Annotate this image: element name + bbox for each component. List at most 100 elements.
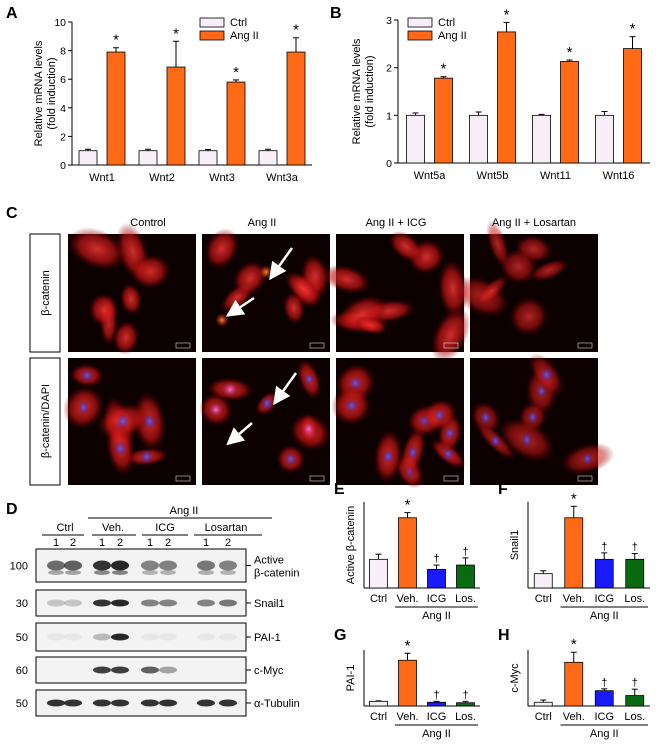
legend-swatch xyxy=(407,30,433,41)
blot-band xyxy=(93,699,111,707)
chart-b: 0 1 2 3 Relative mRNA levels (fold induction)… xyxy=(351,6,650,182)
arrow-icon xyxy=(269,247,294,281)
nucleus-shape xyxy=(539,367,554,382)
y-axis-label: Active β-catenin xyxy=(345,506,357,584)
significance-mark: * xyxy=(630,21,636,38)
blot-mw-label: 60 xyxy=(16,665,28,677)
y-tick-label: 0 xyxy=(60,160,66,172)
bar xyxy=(594,558,614,589)
cell-shape xyxy=(322,264,371,294)
bar xyxy=(469,114,488,164)
y-axis-label: (fold induction) xyxy=(46,57,58,129)
scale-bar xyxy=(443,342,459,349)
scale-bar xyxy=(309,342,325,349)
blot-band xyxy=(111,666,129,674)
blot-band xyxy=(197,633,215,641)
significance-mark: † xyxy=(462,689,468,701)
bar xyxy=(226,81,246,166)
scale-bar xyxy=(175,342,191,349)
nucleus-shape xyxy=(527,410,538,424)
x-tick-label: Wnt3a xyxy=(266,172,299,184)
bar xyxy=(106,51,126,166)
x-tick-label: ICG xyxy=(594,593,614,605)
blot-band xyxy=(93,599,111,607)
micro-row-box-1 xyxy=(29,233,61,353)
x-tick-label: Ctrl xyxy=(535,711,552,723)
micro-col-control: Control xyxy=(130,217,165,229)
blot-band xyxy=(141,666,159,674)
cell-shape xyxy=(119,283,143,315)
panel-label-h: H xyxy=(498,627,510,644)
cell-shape xyxy=(130,254,171,289)
significance-mark: * xyxy=(571,490,577,507)
blot-band xyxy=(93,633,111,641)
micrograph-r1-c4 xyxy=(455,219,598,352)
significance-mark: † xyxy=(462,546,468,558)
nucleus-shape xyxy=(443,426,456,440)
significance-mark: † xyxy=(601,541,607,553)
x-tick-label: Veh. xyxy=(563,711,585,723)
chart-a: 0 2 4 6 8 10 Relative mRNA levels (fold inducti… xyxy=(33,17,312,184)
significance-mark: * xyxy=(293,22,299,39)
blot-band xyxy=(111,633,129,641)
arrow-icon xyxy=(273,372,298,406)
bar xyxy=(595,114,614,164)
bar xyxy=(138,150,158,166)
blot-band-label: Snail1 xyxy=(254,598,285,610)
bar xyxy=(398,517,417,589)
lane-number: 1 xyxy=(203,537,209,549)
bar xyxy=(427,568,446,589)
nucleus-shape xyxy=(259,265,273,279)
x-tick-label: ICG xyxy=(427,711,447,723)
blot-band xyxy=(141,633,159,641)
blot-band xyxy=(219,699,237,707)
blot-group-losartan: Losartan xyxy=(205,522,248,534)
bar xyxy=(625,695,645,707)
lane-number: 1 xyxy=(53,537,59,549)
cell-shape xyxy=(475,274,509,307)
panel-label-g: G xyxy=(334,627,346,644)
micrograph-r1-c1 xyxy=(67,222,196,355)
y-axis-label: Snail1 xyxy=(509,530,521,561)
blot-band xyxy=(141,560,159,571)
x-tick-label: Wnt16 xyxy=(603,170,635,182)
group-label: Ang II xyxy=(590,728,619,740)
cell-shape xyxy=(388,230,424,263)
significance-mark: † xyxy=(433,689,439,701)
bar xyxy=(532,114,551,164)
group-label: Ang II xyxy=(422,728,451,740)
blot-band xyxy=(219,633,237,641)
nucleus-shape xyxy=(582,452,593,466)
x-tick-label: Los. xyxy=(624,593,645,605)
y-axis-label: c-Myc xyxy=(509,663,521,693)
blot-band xyxy=(64,699,82,707)
lane-number: 1 xyxy=(147,537,153,549)
bar xyxy=(434,77,453,164)
blot-band xyxy=(220,570,236,575)
significance-mark: † xyxy=(632,542,638,554)
nucleus-shape xyxy=(113,440,128,456)
blot-band xyxy=(219,560,237,571)
cell-shape xyxy=(437,259,469,319)
panel-label-f: F xyxy=(498,481,508,498)
arrow-icon xyxy=(226,422,253,446)
blot-band xyxy=(93,666,111,674)
bar xyxy=(560,61,579,164)
x-tick-label: Veh. xyxy=(396,593,418,605)
blot-band xyxy=(197,560,215,571)
significance-mark: * xyxy=(405,497,411,514)
blot-band xyxy=(141,699,159,707)
blot-mw-label: 50 xyxy=(16,698,28,710)
blot-band xyxy=(47,633,65,641)
blot-band xyxy=(64,633,82,641)
micrograph-r2-c2 xyxy=(199,358,331,485)
y-axis-label: Relative mRNA levels xyxy=(351,38,363,144)
y-axis-label: (fold induction) xyxy=(364,55,376,127)
x-tick-label: Wnt5a xyxy=(414,170,447,182)
bar xyxy=(456,564,475,589)
significance-mark: * xyxy=(504,6,510,23)
nucleus-shape xyxy=(433,408,445,422)
nucleus-shape xyxy=(304,372,315,386)
nucleus-shape xyxy=(80,368,94,383)
micrograph-r1-c2 xyxy=(202,228,330,352)
